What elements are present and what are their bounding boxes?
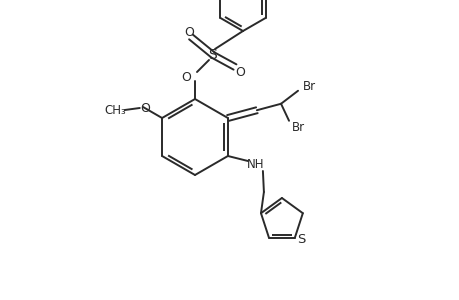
Text: S: S — [296, 233, 304, 246]
Text: Br: Br — [302, 80, 315, 93]
Text: O: O — [184, 26, 194, 38]
Text: Br: Br — [291, 121, 304, 134]
Text: CH₃: CH₃ — [104, 103, 125, 116]
Text: S: S — [208, 48, 217, 62]
Text: NH: NH — [246, 158, 264, 170]
Text: O: O — [181, 70, 190, 83]
Text: O: O — [140, 101, 149, 115]
Text: O: O — [235, 65, 244, 79]
